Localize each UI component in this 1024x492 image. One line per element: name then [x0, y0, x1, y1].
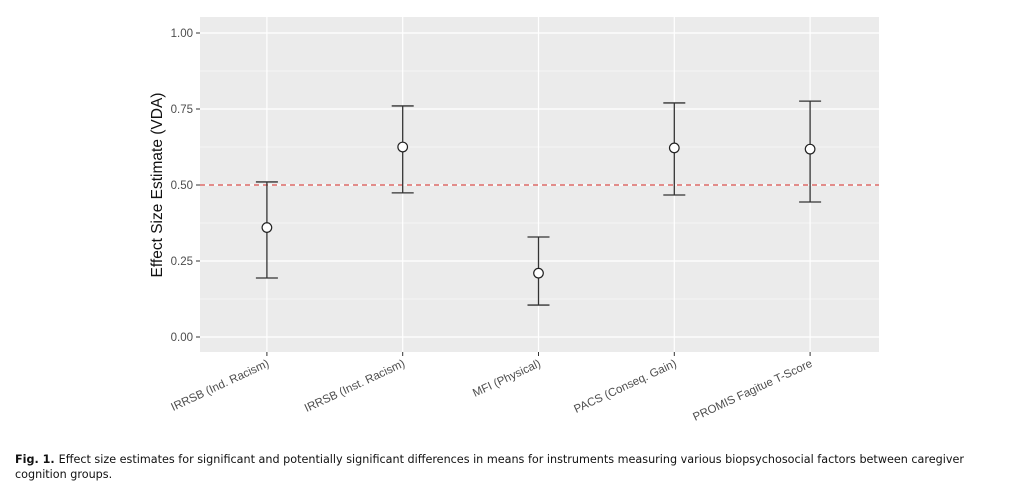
data-point: [533, 267, 544, 279]
caption-text: Effect size estimates for significant an…: [15, 453, 964, 481]
data-points: [261, 141, 816, 279]
x-tick-label: IRRSB (Inst. Racism): [303, 358, 407, 415]
figure-label: Fig. 1.: [15, 453, 55, 466]
x-axis-ticks: IRRSB (Ind. Racism) IRRSB (Inst. Racism) M…: [169, 352, 814, 424]
data-point: [804, 143, 816, 155]
x-tick-label: MFI (Physical): [471, 358, 543, 400]
minor-gridlines: [200, 70, 879, 300]
effect-size-chart: 0.00 0.25 0.50 0.75 1.00 IRRSB (Ind. Racism)…: [149, 17, 879, 424]
y-tick-label: 1.00: [171, 28, 193, 40]
x-tick-label: IRRSB (Ind. Racism): [169, 358, 271, 414]
y-tick-label: 0.00: [171, 332, 193, 344]
data-point: [668, 142, 680, 154]
data-point: [397, 141, 409, 153]
x-tick-label: PACS (Conseq. Gain): [572, 358, 678, 416]
y-tick-label: 0.25: [171, 256, 193, 268]
y-tick-label: 0.50: [171, 180, 193, 192]
y-axis-ticks: 0.00 0.25 0.50 0.75 1.00: [171, 28, 200, 344]
x-tick-label: PROMIS Fagitue T-Score: [691, 358, 814, 424]
y-axis-label: Effect Size Estimate (VDA): [149, 93, 166, 278]
y-tick-label: 0.75: [171, 104, 193, 116]
data-point: [261, 222, 273, 233]
figure-caption: Fig. 1. Effect size estimates for signifi…: [15, 452, 1015, 482]
